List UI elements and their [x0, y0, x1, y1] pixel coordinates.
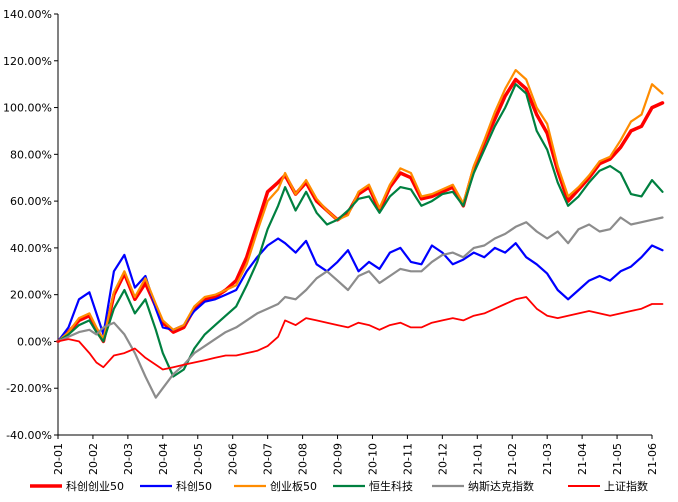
- y-tick-label: 20.00%: [10, 289, 52, 302]
- x-tick-label: 20-06: [227, 443, 240, 475]
- series-line-2: [56, 69, 664, 343]
- y-tick-label: 40.00%: [10, 242, 52, 255]
- x-axis: 20-01 20-02 20-03 20-04 20-05 20-06 20-07 20-08…: [52, 434, 659, 475]
- legend-label-4: 纳斯达克指数: [468, 479, 534, 493]
- x-tick-label: 20-02: [87, 443, 100, 475]
- series-line-5: [57, 296, 664, 371]
- y-tick-label: -40.00%: [6, 429, 52, 442]
- legend: 科创创业50 科创50 创业板50 恒生科技 纳斯达克指数 上证指数: [30, 479, 648, 493]
- y-tick-label: 60.00%: [10, 195, 52, 208]
- x-tick-label: 21-05: [611, 443, 624, 475]
- x-tick-label: 21-03: [541, 443, 554, 475]
- legend-label-1: 科创50: [176, 479, 212, 493]
- x-tick-label: 20-04: [157, 443, 170, 475]
- legend-label-2: 创业板50: [270, 479, 317, 493]
- series-layer: [56, 69, 665, 399]
- x-tick-label: 20-12: [436, 443, 449, 475]
- x-tick-label: 20-01: [52, 443, 65, 475]
- x-tick-label: 21-06: [646, 443, 659, 475]
- series-line-3: [56, 83, 664, 378]
- x-tick-label: 20-11: [401, 443, 414, 475]
- x-tick-label: 20-05: [192, 443, 205, 475]
- series-line-4: [56, 216, 664, 399]
- y-tick-label: 140.00%: [3, 8, 52, 21]
- y-axis: -40.00% -20.00% 0.00% 20.00% 40.00% 60.00% 80.…: [3, 8, 59, 442]
- x-tick-label: 20-10: [366, 443, 379, 475]
- x-tick-label: 21-01: [471, 443, 484, 475]
- legend-label-5: 上证指数: [604, 479, 648, 493]
- x-tick-label: 20-08: [297, 443, 310, 475]
- y-tick-label: -20.00%: [6, 382, 52, 395]
- y-tick-label: 0.00%: [17, 335, 52, 348]
- legend-label-3: 恒生科技: [369, 479, 413, 493]
- y-tick-label: 80.00%: [10, 148, 52, 161]
- series-line-0: [56, 77, 665, 344]
- x-tick-label: 20-03: [122, 443, 135, 475]
- x-tick-label: 20-09: [332, 443, 345, 475]
- x-tick-label: 21-04: [576, 443, 589, 475]
- x-tick-label: 20-07: [262, 443, 275, 475]
- series-line-1: [56, 237, 664, 343]
- y-tick-label: 120.00%: [3, 55, 52, 68]
- legend-label-0: 科创创业50: [66, 479, 124, 493]
- y-tick-label: 100.00%: [3, 102, 52, 115]
- x-tick-label: 21-02: [506, 443, 519, 475]
